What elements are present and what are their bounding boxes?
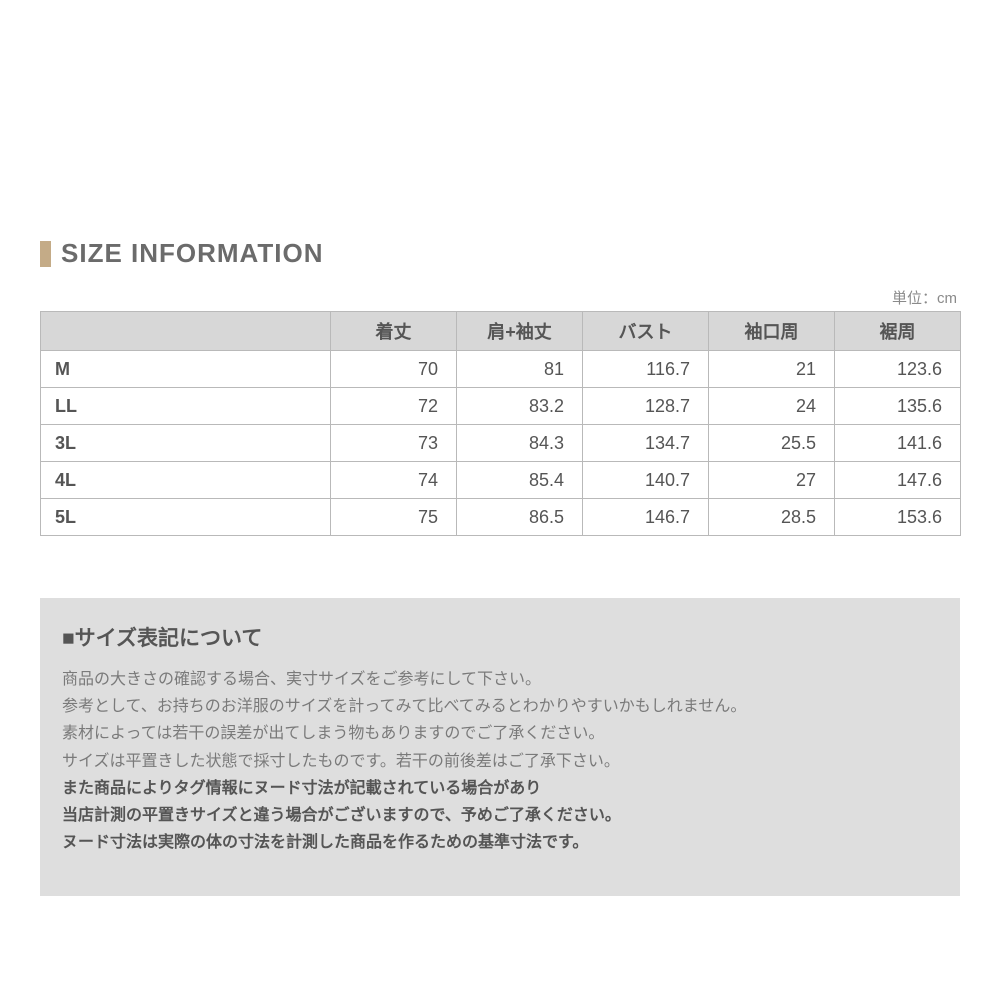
page-title: SIZE INFORMATION — [61, 238, 324, 269]
title-accent-bar — [40, 241, 51, 267]
row-label-cell: LL — [41, 388, 331, 425]
value-cell: 86.5 — [457, 499, 583, 536]
value-cell: 27 — [709, 462, 835, 499]
info-heading: ■サイズ表記について — [62, 622, 938, 652]
info-box: ■サイズ表記について 商品の大きさの確認する場合、実寸サイズをご参考にして下さい… — [40, 598, 960, 896]
value-cell: 73 — [331, 425, 457, 462]
table-row: 4L7485.4140.727147.6 — [41, 462, 961, 499]
value-cell: 153.6 — [835, 499, 961, 536]
info-lines: 商品の大きさの確認する場合、実寸サイズをご参考にして下さい。参考として、お持ちの… — [62, 666, 938, 856]
value-cell: 28.5 — [709, 499, 835, 536]
unit-label: 単位：cm — [40, 287, 960, 308]
value-cell: 116.7 — [583, 351, 709, 388]
row-label-cell: 4L — [41, 462, 331, 499]
info-line: 当店計測の平置きサイズと違う場合がございますので、予めご了承ください。 — [62, 802, 938, 829]
value-cell: 85.4 — [457, 462, 583, 499]
table-header-cell: 袖口周 — [709, 312, 835, 351]
value-cell: 72 — [331, 388, 457, 425]
table-header-cell: 肩+袖丈 — [457, 312, 583, 351]
table-row: LL7283.2128.724135.6 — [41, 388, 961, 425]
row-label-cell: M — [41, 351, 331, 388]
table-header-cell: バスト — [583, 312, 709, 351]
table-header-cell: 裾周 — [835, 312, 961, 351]
table-row: 3L7384.3134.725.5141.6 — [41, 425, 961, 462]
value-cell: 147.6 — [835, 462, 961, 499]
table-row: 5L7586.5146.728.5153.6 — [41, 499, 961, 536]
table-body: M7081116.721123.6LL7283.2128.724135.63L7… — [41, 351, 961, 536]
info-line: 商品の大きさの確認する場合、実寸サイズをご参考にして下さい。 — [62, 666, 938, 693]
value-cell: 134.7 — [583, 425, 709, 462]
value-cell: 24 — [709, 388, 835, 425]
row-label-cell: 3L — [41, 425, 331, 462]
table-row: M7081116.721123.6 — [41, 351, 961, 388]
info-line: また商品によりタグ情報にヌード寸法が記載されている場合があり — [62, 775, 938, 802]
info-line: 参考として、お持ちのお洋服のサイズを計ってみて比べてみるとわかりやすいかもしれま… — [62, 693, 938, 720]
info-line: ヌード寸法は実際の体の寸法を計測した商品を作るための基準寸法です。 — [62, 829, 938, 856]
info-line: 素材によっては若干の誤差が出てしまう物もありますのでご了承ください。 — [62, 720, 938, 747]
value-cell: 84.3 — [457, 425, 583, 462]
value-cell: 135.6 — [835, 388, 961, 425]
value-cell: 74 — [331, 462, 457, 499]
value-cell: 21 — [709, 351, 835, 388]
size-information-page: SIZE INFORMATION 単位：cm 着丈 肩+袖丈 バスト 袖口周 裾… — [0, 0, 1000, 1000]
value-cell: 128.7 — [583, 388, 709, 425]
value-cell: 146.7 — [583, 499, 709, 536]
value-cell: 75 — [331, 499, 457, 536]
row-label-cell: 5L — [41, 499, 331, 536]
value-cell: 83.2 — [457, 388, 583, 425]
value-cell: 123.6 — [835, 351, 961, 388]
info-line: サイズは平置きした状態で採寸したものです。若干の前後差はご了承下さい。 — [62, 748, 938, 775]
value-cell: 70 — [331, 351, 457, 388]
table-header-cell — [41, 312, 331, 351]
table-header-row: 着丈 肩+袖丈 バスト 袖口周 裾周 — [41, 312, 961, 351]
table-header-cell: 着丈 — [331, 312, 457, 351]
value-cell: 140.7 — [583, 462, 709, 499]
value-cell: 81 — [457, 351, 583, 388]
size-table: 着丈 肩+袖丈 バスト 袖口周 裾周 M7081116.721123.6LL72… — [40, 311, 961, 536]
value-cell: 25.5 — [709, 425, 835, 462]
title-row: SIZE INFORMATION — [40, 238, 960, 269]
value-cell: 141.6 — [835, 425, 961, 462]
